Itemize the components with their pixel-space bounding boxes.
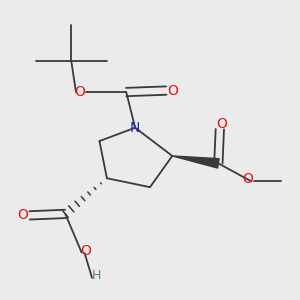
- Text: O: O: [167, 84, 178, 98]
- Polygon shape: [172, 156, 219, 168]
- Text: O: O: [243, 172, 254, 186]
- Text: H: H: [92, 269, 101, 282]
- Text: O: O: [75, 85, 86, 99]
- Text: O: O: [216, 117, 227, 131]
- Text: O: O: [18, 208, 28, 222]
- Text: N: N: [130, 121, 140, 135]
- Text: O: O: [80, 244, 91, 258]
